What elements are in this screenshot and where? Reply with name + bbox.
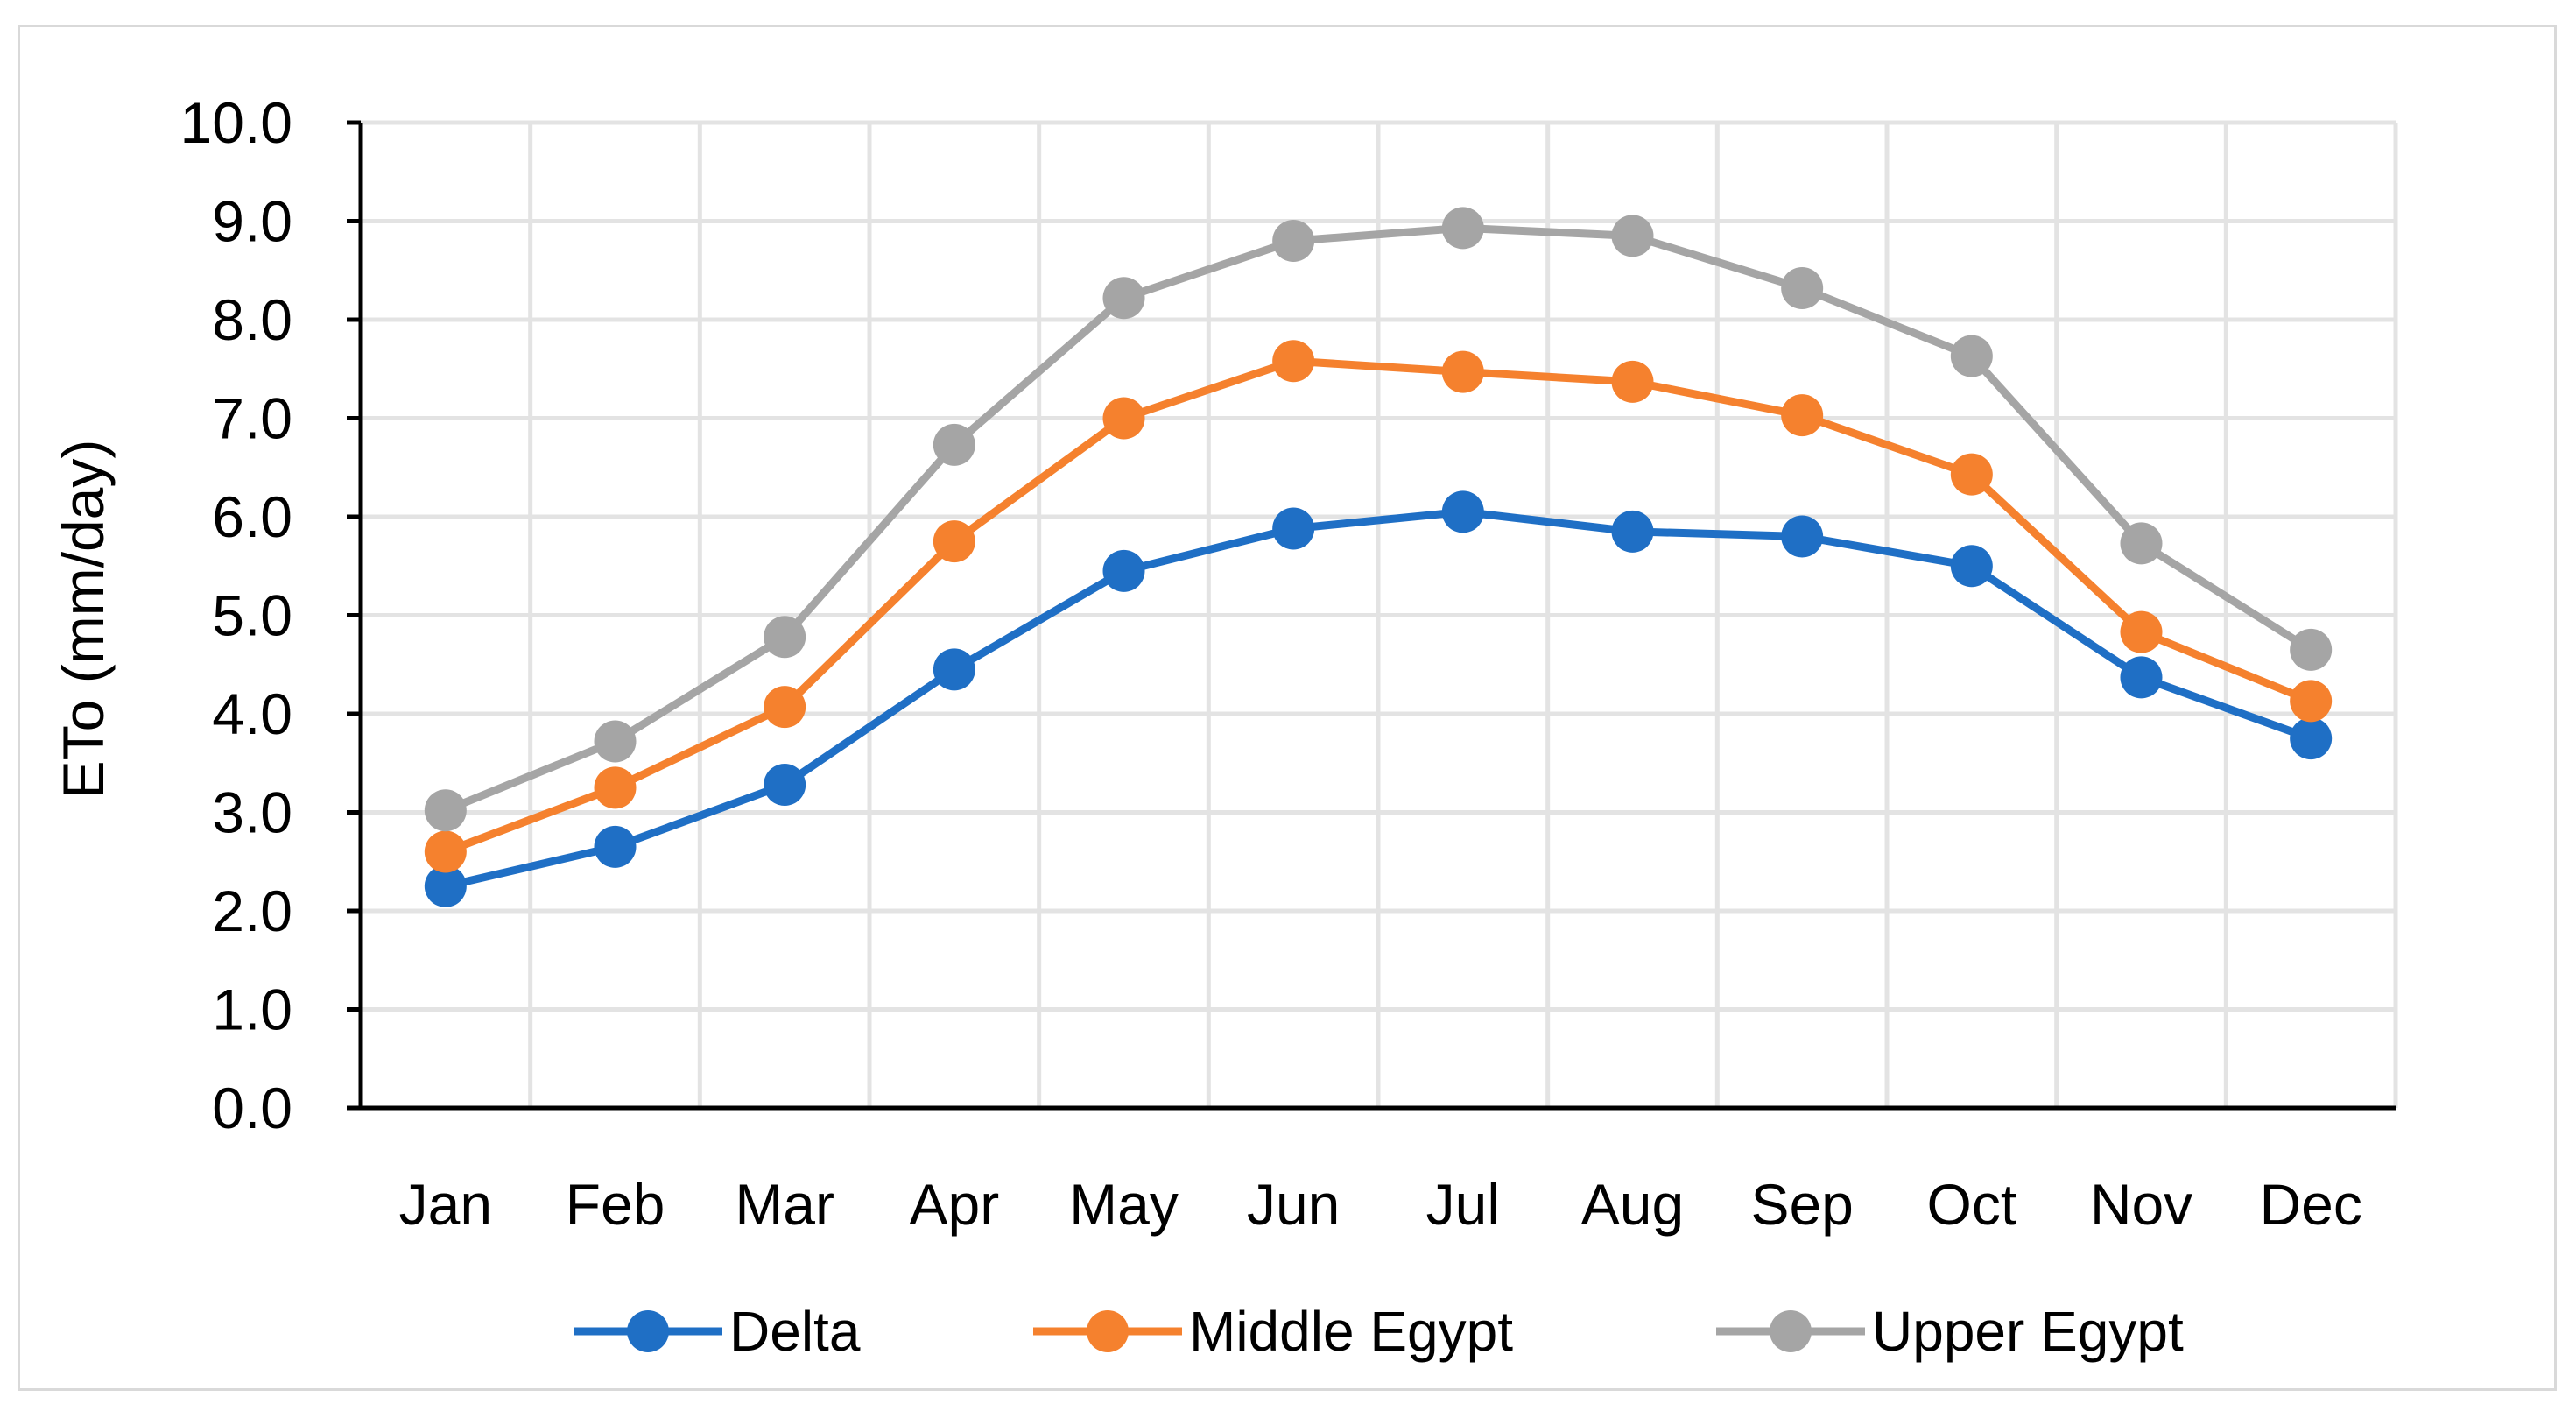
- x-tick-label: Aug: [1581, 1172, 1684, 1237]
- y-tick-label: 3.0: [212, 780, 292, 845]
- x-tick-label: Mar: [735, 1172, 834, 1237]
- data-point: [1102, 549, 1145, 592]
- x-tick-label: Jan: [399, 1172, 492, 1237]
- legend-label: Delta: [729, 1300, 861, 1363]
- legend-marker: [1770, 1310, 1812, 1352]
- legend-label: Upper Egypt: [1872, 1300, 2184, 1363]
- data-point: [424, 789, 467, 832]
- legend-marker: [1087, 1310, 1129, 1352]
- data-point: [933, 648, 975, 691]
- data-point: [424, 864, 467, 907]
- series-group: [424, 207, 2333, 907]
- x-tick-label: Dec: [2259, 1172, 2361, 1237]
- data-point: [764, 686, 806, 729]
- y-tick-label: 8.0: [212, 287, 292, 352]
- data-point: [2120, 522, 2163, 565]
- data-point: [2120, 656, 2163, 699]
- data-point: [1950, 545, 1993, 588]
- data-point: [1781, 515, 1824, 558]
- data-point: [594, 825, 637, 868]
- data-point: [1441, 350, 1484, 393]
- data-point: [1950, 335, 1993, 377]
- x-tick-label: Nov: [2090, 1172, 2192, 1237]
- data-point: [1950, 453, 1993, 496]
- data-point: [1102, 397, 1145, 440]
- y-tick-label: 4.0: [212, 681, 292, 746]
- data-point: [1441, 490, 1484, 533]
- axes: [347, 120, 2396, 1111]
- data-point: [1611, 215, 1654, 257]
- data-point: [764, 616, 806, 659]
- data-point: [2290, 680, 2333, 723]
- x-tick-label: Feb: [566, 1172, 665, 1237]
- gridlines: [361, 120, 2398, 1108]
- data-point: [933, 520, 975, 563]
- series-line: [444, 223, 2313, 815]
- data-point: [594, 766, 637, 809]
- data-point: [2290, 717, 2333, 760]
- legend-label: Middle Egypt: [1189, 1300, 1513, 1363]
- data-point: [1781, 267, 1824, 309]
- data-point: [594, 720, 637, 763]
- data-point: [933, 423, 975, 466]
- data-point: [1441, 207, 1484, 250]
- y-tick-label: 7.0: [212, 386, 292, 451]
- series-line: [444, 507, 2312, 891]
- data-point: [1611, 360, 1654, 403]
- y-tick-label: 2.0: [212, 878, 292, 943]
- series-line: [444, 356, 2312, 856]
- y-tick-label: 1.0: [212, 977, 292, 1042]
- data-point: [1102, 277, 1145, 320]
- data-point: [2120, 610, 2163, 653]
- data-point: [1781, 394, 1824, 437]
- x-tick-label: Apr: [909, 1172, 999, 1237]
- legend: Delta Middle Egypt Upper Egypt: [574, 1300, 2184, 1363]
- x-tick-label: May: [1069, 1172, 1179, 1237]
- x-tick-label: Jul: [1426, 1172, 1500, 1237]
- data-point: [2290, 628, 2333, 671]
- data-point: [1272, 340, 1315, 383]
- y-tick-labels: 0.0 1.0 2.0 3.0 4.0 5.0 6.0 7.0 8.0 9.0 10.0: [180, 90, 292, 1140]
- y-tick-label: 10.0: [180, 90, 292, 155]
- data-point: [1272, 507, 1315, 550]
- data-point: [764, 764, 806, 806]
- x-tick-label: Sep: [1750, 1172, 1853, 1237]
- y-tick-label: 5.0: [212, 583, 292, 648]
- y-axis-title: ETo (mm/day): [51, 440, 116, 800]
- y-tick-label: 0.0: [212, 1076, 292, 1140]
- x-tick-label: Jun: [1247, 1172, 1340, 1237]
- x-tick-label: Oct: [1926, 1172, 2016, 1237]
- x-tick-labels: Jan Feb Mar Apr May Jun Jul Aug Sep Oct Nov Dec: [399, 1172, 2362, 1237]
- legend-marker: [627, 1310, 669, 1352]
- data-point: [1611, 510, 1654, 553]
- data-point: [424, 830, 467, 873]
- data-point: [1272, 220, 1315, 262]
- y-tick-label: 9.0: [212, 189, 292, 254]
- y-tick-label: 6.0: [212, 484, 292, 549]
